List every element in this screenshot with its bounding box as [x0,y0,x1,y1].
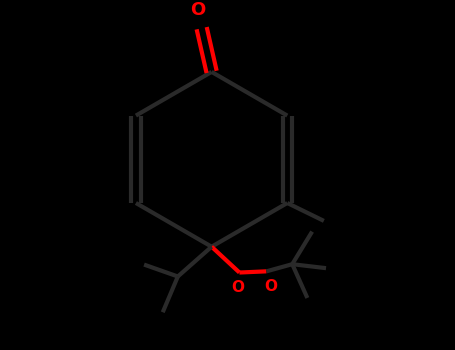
Text: O: O [190,1,205,19]
Text: O: O [265,279,278,294]
Text: O: O [231,280,244,295]
